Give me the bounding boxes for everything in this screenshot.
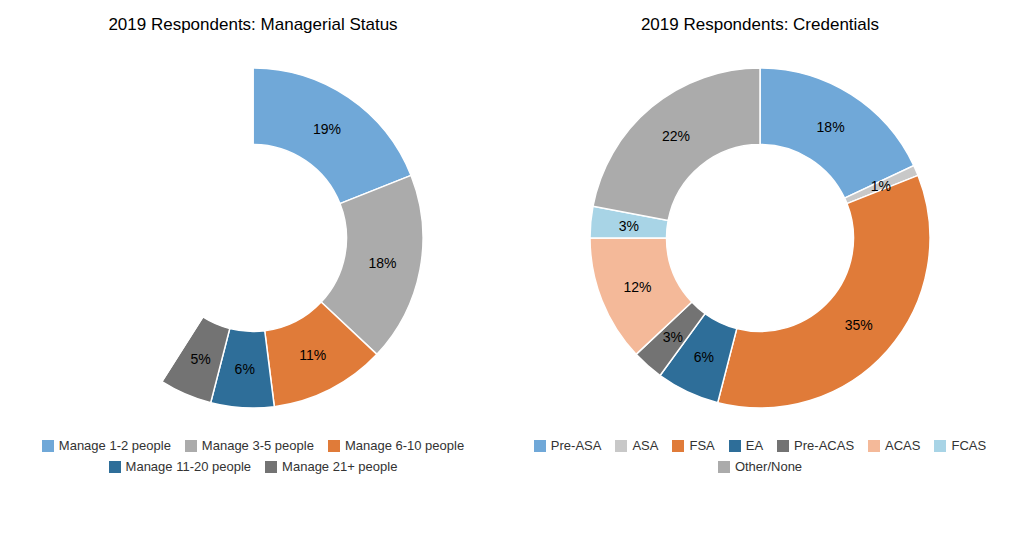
svg-text:11%: 11%: [299, 347, 326, 363]
html-text:2019 Respondents: Managerial S: 2019 Respondents: Managerial Status: [108, 15, 398, 34]
svg-text:3%: 3%: [619, 218, 639, 234]
html-text:Pre-ASA: Pre-ASA: [550, 438, 602, 453]
svg-text:3%: 3%: [663, 329, 683, 345]
svg-text:19%: 19%: [313, 121, 341, 137]
html-text:2019 Respondents: Credentials: 2019 Respondents: Credentials: [640, 15, 880, 34]
html-text:Pre-ACAS: Pre-ACAS: [794, 438, 855, 453]
svg-text:12%: 12%: [623, 279, 651, 295]
html-text:ASA: ASA: [632, 438, 659, 453]
html-text:Manage 1-2 people: Manage 1-2 people: [58, 438, 171, 453]
html-text:Other/None: Other/None: [734, 459, 803, 474]
html-text:ACAS: ACAS: [885, 438, 921, 453]
svg-text:18%: 18%: [368, 255, 396, 271]
html-text:Manage 6-10 people: Manage 6-10 people: [344, 438, 465, 453]
svg-text:1%: 1%: [871, 178, 891, 194]
svg-text:6%: 6%: [235, 361, 255, 377]
svg-text:6%: 6%: [694, 349, 714, 365]
svg-text:5%: 5%: [191, 351, 211, 367]
svg-text:35%: 35%: [845, 317, 873, 333]
html-text:FCAS: FCAS: [951, 438, 987, 453]
html-text:FSA: FSA: [689, 438, 715, 453]
svg-text:22%: 22%: [662, 128, 690, 144]
html-text:Manage 11-20 people: Manage 11-20 people: [125, 459, 252, 474]
svg-text:18%: 18%: [817, 119, 845, 135]
html-text:EA: EA: [745, 438, 764, 453]
html-text:Manage 21+ people: Manage 21+ people: [282, 459, 398, 474]
html-text:Manage 3-5 people: Manage 3-5 people: [201, 438, 314, 453]
